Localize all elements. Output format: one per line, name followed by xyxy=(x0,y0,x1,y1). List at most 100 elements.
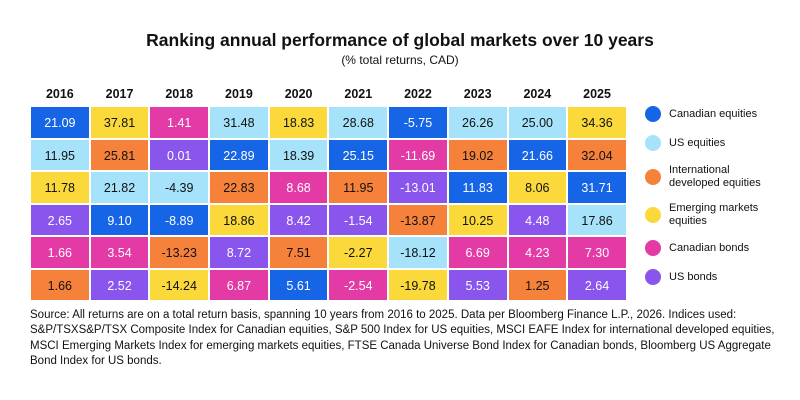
return-cell: 4.23 xyxy=(507,236,568,269)
legend-swatch xyxy=(645,207,661,223)
legend-item: Emerging markets equities xyxy=(645,202,795,228)
legend-swatch xyxy=(645,135,661,151)
return-cell: -5.75 xyxy=(388,106,448,139)
return-cell: 8.42 xyxy=(268,203,329,236)
return-cell: -13.01 xyxy=(388,171,448,204)
legend-item: Canadian equities xyxy=(645,106,795,122)
return-cell: 37.81 xyxy=(89,106,150,139)
legend-label: US equities xyxy=(669,137,725,150)
return-cell: 21.09 xyxy=(30,106,90,139)
return-cell: 1.25 xyxy=(507,268,568,301)
return-cell: -1.54 xyxy=(328,203,389,236)
return-cell: 31.48 xyxy=(209,106,269,139)
year-header: 2024 xyxy=(523,87,552,101)
return-cell: 6.69 xyxy=(447,236,508,269)
return-cell: 26.26 xyxy=(447,106,508,139)
return-cell: 9.10 xyxy=(89,203,150,236)
return-cell: 1.66 xyxy=(30,268,90,301)
return-cell: 32.04 xyxy=(567,138,627,171)
return-cell: -2.54 xyxy=(328,268,389,301)
legend-label: Emerging markets equities xyxy=(669,202,758,228)
legend-label-line: Emerging markets xyxy=(669,202,759,214)
legend-label-line: developed equities xyxy=(669,177,761,189)
return-cell: 8.68 xyxy=(268,171,329,204)
year-header: 2022 xyxy=(404,87,432,101)
legend-label-line: US bonds xyxy=(669,270,718,283)
return-cell: -4.39 xyxy=(149,171,210,204)
return-cell: -2.27 xyxy=(328,236,389,269)
return-cell: 11.83 xyxy=(447,171,508,204)
chart-subtitle: (% total returns, CAD) xyxy=(341,53,459,67)
return-cell: 22.83 xyxy=(209,171,269,204)
return-cell: -14.24 xyxy=(149,268,210,301)
return-cell: 28.68 xyxy=(328,106,389,139)
return-cell: 18.83 xyxy=(268,106,329,139)
year-header: 2025 xyxy=(583,87,611,101)
return-cell: 6.87 xyxy=(209,268,269,301)
return-cell: 7.51 xyxy=(268,236,329,269)
return-cell: 25.81 xyxy=(89,138,150,171)
return-cell: 19.02 xyxy=(447,138,508,171)
return-cell: 2.52 xyxy=(89,268,150,301)
return-cell: 11.95 xyxy=(328,171,389,204)
return-cell: 8.06 xyxy=(507,171,568,204)
return-cell: 18.86 xyxy=(209,203,269,236)
source-note: Source: All returns are on a total retur… xyxy=(30,309,775,368)
legend-item: US equities xyxy=(645,135,795,151)
legend-label-line: Canadian bonds xyxy=(669,241,750,254)
legend-item: International developed equities xyxy=(645,164,795,190)
legend-label: Canadian equities xyxy=(669,108,757,121)
legend-swatch xyxy=(645,240,661,256)
returns-grid: 2016 2017 2018 2019 2020 2021 2022 2023 2024 2025… xyxy=(30,82,627,301)
legend-swatch xyxy=(645,269,661,285)
return-cell: 1.41 xyxy=(149,106,210,139)
year-header: 2019 xyxy=(225,87,253,101)
return-cell: 3.54 xyxy=(89,236,150,269)
legend-item: US bonds xyxy=(645,269,795,285)
return-cell: 4.48 xyxy=(507,203,568,236)
legend-label-line: equities xyxy=(669,215,707,227)
legend-label: International developed equities xyxy=(669,164,761,190)
return-cell: -13.87 xyxy=(388,203,448,236)
year-header: 2018 xyxy=(165,87,194,101)
return-cell: 11.95 xyxy=(30,138,90,171)
return-cell: 0.01 xyxy=(149,138,210,171)
chart-title: Ranking annual performance of global mar… xyxy=(146,30,654,50)
year-header: 2017 xyxy=(105,87,134,101)
return-cell: -11.69 xyxy=(388,138,448,171)
return-cell: 21.66 xyxy=(507,138,568,171)
legend-swatch xyxy=(645,106,661,122)
return-cell: 21.82 xyxy=(89,171,150,204)
return-cell: -8.89 xyxy=(149,203,210,236)
return-cell: 10.25 xyxy=(447,203,508,236)
year-header: 2021 xyxy=(344,87,373,101)
legend-item: Canadian bonds xyxy=(645,240,795,256)
legend-label: Canadian bonds xyxy=(669,242,749,255)
return-cell: 25.00 xyxy=(507,106,568,139)
return-cell: 7.30 xyxy=(567,236,627,269)
return-cell: 34.36 xyxy=(567,106,627,139)
return-cell: 5.53 xyxy=(447,268,508,301)
return-cell: -18.12 xyxy=(388,236,448,269)
year-header: 2023 xyxy=(463,87,492,101)
return-cell: 8.72 xyxy=(209,236,269,269)
return-cell: -19.78 xyxy=(388,268,448,301)
legend-label: US bonds xyxy=(669,271,717,284)
year-header: 2016 xyxy=(45,87,74,101)
return-cell: 2.65 xyxy=(30,203,90,236)
return-cell: 17.86 xyxy=(567,203,627,236)
return-cell: 2.64 xyxy=(567,268,627,301)
legend-label-line: US equities xyxy=(669,136,726,149)
return-cell: 1.66 xyxy=(30,236,90,269)
return-cell: 18.39 xyxy=(268,138,329,171)
return-cell: 22.89 xyxy=(209,138,269,171)
legend-label-line: Canadian equities xyxy=(669,107,758,120)
return-cell: 31.71 xyxy=(567,171,627,204)
return-cell: -13.23 xyxy=(149,236,210,269)
return-cell: 5.61 xyxy=(268,268,329,301)
legend-swatch xyxy=(645,169,661,185)
legend-label-line: International xyxy=(669,164,730,176)
return-cell: 25.15 xyxy=(328,138,389,171)
year-header: 2020 xyxy=(284,87,313,101)
return-cell: 11.78 xyxy=(30,171,90,204)
